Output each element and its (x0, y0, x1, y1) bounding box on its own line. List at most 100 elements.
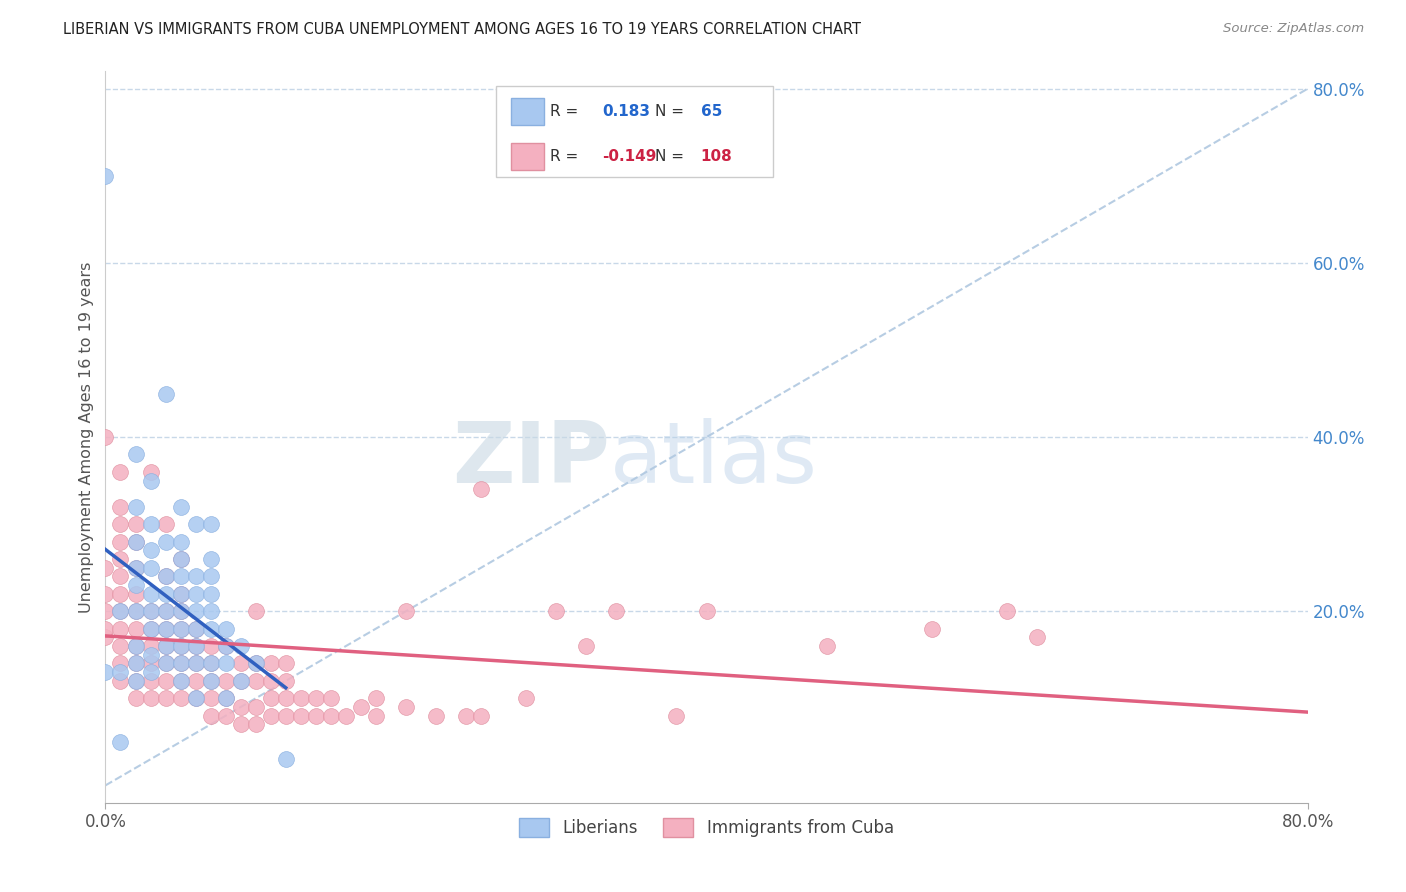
Point (110, 665, 132, 680)
Point (815, 639, 838, 653)
Point (184, 639, 207, 653)
Point (124, 517, 146, 532)
Point (184, 691, 207, 706)
Point (110, 587, 132, 601)
Point (139, 604, 162, 618)
Point (139, 673, 162, 688)
Point (169, 552, 191, 566)
Point (364, 691, 387, 706)
Text: R =: R = (550, 149, 578, 164)
Point (94, 560, 117, 574)
Point (274, 657, 297, 671)
Point (139, 517, 162, 532)
Point (155, 639, 177, 653)
Point (214, 657, 236, 671)
Point (546, 604, 568, 618)
Point (124, 604, 146, 618)
Point (94, 169, 117, 183)
Point (169, 604, 191, 618)
Point (200, 708, 222, 723)
Point (229, 673, 252, 688)
Point (995, 604, 1018, 618)
Y-axis label: Unemployment Among Ages 16 to 19 years: Unemployment Among Ages 16 to 19 years (79, 261, 94, 613)
Point (184, 517, 207, 532)
Point (110, 534, 132, 549)
Point (139, 639, 162, 653)
Point (155, 534, 177, 549)
Point (124, 673, 146, 688)
Point (200, 569, 222, 583)
Point (575, 639, 598, 653)
Text: -0.149: -0.149 (602, 149, 657, 164)
Point (169, 604, 191, 618)
Point (290, 691, 312, 706)
Point (245, 673, 267, 688)
Point (155, 386, 177, 401)
Point (155, 604, 177, 618)
Point (169, 657, 191, 671)
Point (169, 534, 191, 549)
Point (169, 587, 191, 601)
Point (124, 657, 146, 671)
Point (921, 622, 943, 636)
Point (214, 691, 236, 706)
Point (139, 648, 162, 662)
Point (290, 708, 312, 723)
Text: N =: N = (655, 104, 683, 120)
Point (139, 543, 162, 558)
Point (200, 673, 222, 688)
Point (169, 691, 191, 706)
Point (110, 569, 132, 583)
Point (214, 639, 236, 653)
Text: 108: 108 (700, 149, 733, 164)
Point (124, 691, 146, 706)
Point (155, 517, 177, 532)
Point (110, 622, 132, 636)
Text: atlas: atlas (610, 417, 818, 500)
Point (169, 673, 191, 688)
Point (124, 673, 146, 688)
Point (305, 708, 328, 723)
Point (395, 604, 418, 618)
Point (200, 587, 222, 601)
Point (319, 708, 342, 723)
Point (184, 639, 207, 653)
Point (214, 673, 236, 688)
Point (169, 569, 191, 583)
Point (124, 578, 146, 592)
Point (169, 552, 191, 566)
Point (200, 517, 222, 532)
Point (94, 631, 117, 645)
Point (274, 673, 297, 688)
Point (124, 604, 146, 618)
Point (155, 622, 177, 636)
Point (94, 604, 117, 618)
Point (456, 708, 478, 723)
Point (184, 622, 207, 636)
Point (110, 657, 132, 671)
Point (184, 691, 207, 706)
Point (245, 657, 267, 671)
Point (139, 604, 162, 618)
Point (139, 587, 162, 601)
Text: R =: R = (550, 104, 578, 120)
Point (155, 587, 177, 601)
Point (335, 708, 357, 723)
Point (110, 552, 132, 566)
Point (184, 622, 207, 636)
Point (200, 622, 222, 636)
Point (184, 569, 207, 583)
Point (124, 639, 146, 653)
Point (214, 708, 236, 723)
Point (605, 604, 627, 618)
Point (94, 430, 117, 444)
Point (110, 735, 132, 749)
Point (139, 691, 162, 706)
Point (214, 622, 236, 636)
Point (110, 517, 132, 532)
Point (184, 657, 207, 671)
Text: 65: 65 (700, 104, 721, 120)
Point (229, 673, 252, 688)
Point (155, 657, 177, 671)
Point (94, 665, 117, 680)
